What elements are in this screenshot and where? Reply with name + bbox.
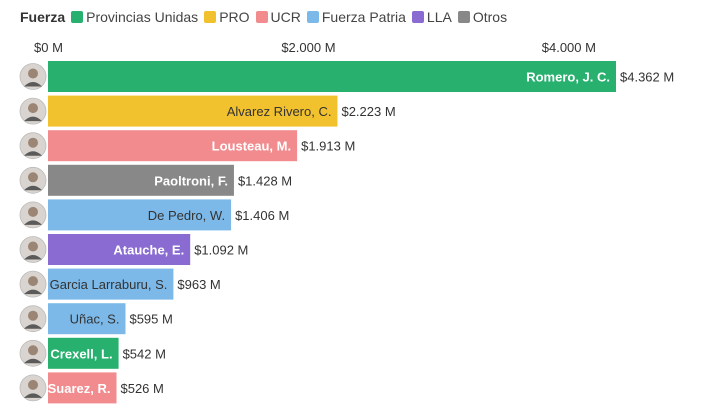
bar-value-label: $1.428 M — [238, 173, 292, 188]
bar — [48, 61, 616, 92]
bar-value-label: $526 M — [120, 381, 163, 396]
bar-value-label: $595 M — [129, 312, 172, 327]
candidate-avatar — [19, 201, 47, 229]
bar-value-label: $542 M — [123, 346, 166, 361]
legend-item: Otros — [457, 9, 508, 25]
legend-label: UCR — [270, 9, 301, 25]
candidate-avatar — [19, 270, 47, 298]
bar — [48, 130, 298, 162]
x-tick-label: $4.000 M — [542, 40, 596, 55]
legend-label: Otros — [472, 9, 508, 25]
candidate-avatar — [19, 132, 47, 160]
legend-swatch — [255, 11, 268, 23]
bar — [48, 337, 119, 369]
bar-value-label: $1.092 M — [194, 243, 248, 258]
bar-name-label: Garcia Larraburu, S. — [50, 277, 168, 292]
legend-swatch — [457, 11, 470, 23]
bar-value-label: $1.406 M — [235, 208, 289, 223]
legend-item: UCR — [255, 9, 301, 25]
bar-value-label: $1.913 M — [301, 139, 355, 154]
candidate-avatar — [19, 374, 47, 402]
candidate-avatar — [19, 97, 47, 125]
bar-value-label: $2.223 M — [341, 104, 395, 119]
legend-item: Fuerza Patria — [306, 9, 406, 25]
bar-name-label: De Pedro, W. — [148, 208, 225, 223]
bar-name-label: Crexell, L. — [50, 346, 112, 361]
bar — [48, 372, 117, 404]
bar-value-label: $4.362 M — [620, 70, 674, 85]
legend-item: PRO — [204, 9, 250, 25]
bar — [48, 268, 174, 300]
candidate-avatar — [19, 166, 47, 194]
bar-name-label: Atauche, E. — [113, 243, 184, 258]
bar-value-label: $963 M — [177, 277, 220, 292]
candidate-avatar — [19, 236, 47, 263]
bar-name-label: Uñac, S. — [70, 312, 120, 327]
candidate-avatar — [19, 339, 47, 367]
legend-swatch — [71, 11, 84, 23]
bar-name-label: Alvarez Rivero, C. — [227, 104, 332, 119]
bar — [48, 234, 191, 265]
candidate-avatar — [19, 305, 47, 333]
bar — [48, 199, 232, 231]
bar-name-label: Romero, J. C. — [526, 70, 610, 85]
bar-name-label: Lousteau, M. — [212, 139, 291, 154]
legend-label: LLA — [426, 9, 452, 25]
bar — [48, 303, 126, 335]
legend-label: Provincias Unidas — [86, 9, 199, 25]
legend-item: Provincias Unidas — [71, 9, 198, 25]
legend: Fuerza Provincias Unidas PRO UCR Fuerza Pat… — [20, 7, 513, 27]
legend-label: Fuerza Patria — [321, 9, 406, 25]
x-tick-label: $0 M — [34, 40, 63, 55]
x-tick-label: $2.000 M — [281, 40, 335, 55]
bar-name-label: Suarez, R. — [48, 381, 111, 396]
legend-swatch — [411, 11, 424, 23]
legend-title: Fuerza — [20, 9, 66, 25]
bar — [48, 95, 338, 127]
candidate-avatar — [19, 63, 47, 90]
legend-item: LLA — [411, 9, 452, 25]
legend-swatch — [204, 11, 217, 23]
legend-swatch — [306, 11, 319, 23]
bar-name-label: Paoltroni, F. — [154, 173, 228, 188]
bar — [48, 164, 234, 196]
legend-label: PRO — [219, 9, 250, 25]
